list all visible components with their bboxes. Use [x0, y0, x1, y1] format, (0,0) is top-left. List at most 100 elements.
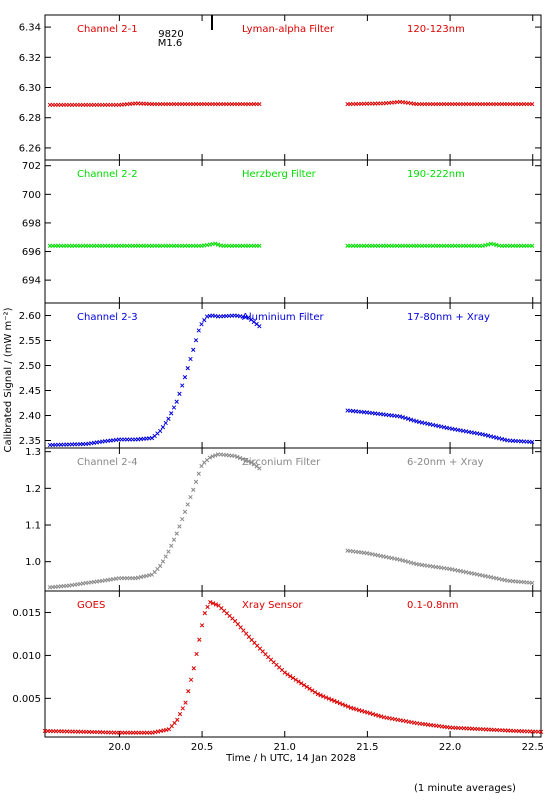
data-point: [290, 675, 296, 681]
data-point: [337, 701, 342, 706]
data-point: [232, 453, 237, 459]
data-point: [301, 682, 307, 688]
y-tick-label: 2.60: [19, 311, 41, 322]
y-tick-label: 0.015: [12, 608, 41, 619]
data-point: [257, 243, 262, 248]
data-point: [213, 602, 218, 607]
data-point: [185, 502, 190, 507]
panel-frame: [44, 159, 542, 304]
data-point: [257, 101, 262, 107]
data-point: [186, 689, 191, 694]
panel-filter-label: Aluminium Filter: [242, 312, 325, 323]
y-tick-label: 700: [22, 190, 41, 201]
data-point: [177, 391, 182, 396]
data-point: [315, 691, 320, 697]
data-series-segment: [47, 241, 262, 248]
data-point: [166, 416, 171, 421]
data-point: [208, 600, 213, 605]
y-tick-label: 6.34: [19, 23, 41, 34]
data-point: [188, 356, 193, 362]
data-point: [345, 704, 351, 709]
panel-band-label: 0.1-0.8nm: [407, 600, 459, 611]
data-series-segment: [345, 548, 535, 586]
data-point: [174, 399, 179, 404]
event-flare-class: M1.6: [158, 38, 183, 49]
data-point: [175, 717, 180, 722]
data-point: [191, 347, 196, 352]
y-tick-label: 696: [22, 247, 41, 258]
data-point: [248, 460, 254, 465]
data-point: [180, 383, 185, 388]
data-point: [182, 375, 188, 380]
data-point: [312, 690, 318, 695]
data-point: [318, 693, 323, 698]
data-point: [169, 543, 174, 548]
y-tick-label: 1.0: [25, 557, 41, 568]
data-point: [293, 677, 298, 682]
data-point: [180, 706, 185, 711]
panel-4: 1.0 1.1 1.2 1.3 Channel 2-4 Zirconium Filter 6…: [25, 447, 542, 592]
data-point: [205, 604, 210, 610]
x-tick-label: 22.5: [522, 742, 544, 753]
panel-1: 6.26 6.28 6.30 6.32 6.34 Channel 2-1 Lyman-alp…: [19, 14, 542, 161]
data-point: [171, 537, 177, 542]
panel-channel-label: GOES: [77, 600, 105, 611]
data-point: [237, 455, 243, 461]
panel-frame: [44, 302, 542, 449]
data-point: [160, 559, 166, 564]
y-tick-label: 1.3: [25, 447, 41, 458]
panel-band-label: 17-80nm + Xray: [407, 312, 490, 323]
data-point: [257, 466, 262, 471]
data-point: [183, 700, 188, 705]
data-point: [323, 695, 329, 700]
data-point: [202, 317, 207, 323]
data-point: [307, 686, 312, 691]
data-point: [246, 459, 251, 464]
panel-band-label: 190-222nm: [407, 169, 465, 180]
data-series-segment: [47, 101, 262, 108]
data-point: [251, 462, 257, 467]
data-point: [166, 549, 171, 554]
data-point: [254, 464, 259, 469]
panels: 6.26 6.28 6.30 6.32 6.34 Channel 2-1 Lyman-alp…: [12, 14, 544, 753]
y-tick-label: 2.40: [19, 411, 41, 422]
data-point: [530, 101, 535, 107]
y-tick-label: 0.010: [12, 651, 41, 662]
data-point: [197, 637, 202, 642]
data-point: [343, 703, 348, 708]
y-tick-label: 694: [22, 276, 41, 287]
panel-frame: [44, 447, 542, 592]
data-point: [158, 563, 163, 569]
y-tick-label: 6.26: [19, 143, 41, 154]
y-tick-label: 1.2: [25, 484, 41, 495]
panel-2: 694 696 698 700 702 Channel 2-2 Herzberg Filte…: [22, 159, 542, 304]
data-point: [243, 458, 248, 463]
data-point: [163, 420, 168, 426]
data-point: [530, 243, 535, 248]
y-tick-label: 1.1: [25, 521, 41, 532]
data-point: [296, 679, 301, 684]
data-point: [180, 516, 185, 522]
averaging-note: (1 minute averages): [414, 783, 516, 794]
data-point: [240, 456, 246, 462]
panel-frame: [44, 590, 542, 738]
data-point: [304, 684, 309, 690]
panel-filter-label: Xray Sensor: [242, 600, 303, 611]
x-axis-title: Time / h UTC, 14 Jan 2028: [225, 753, 356, 764]
panel-filter-label: Herzberg Filter: [242, 169, 317, 180]
panel-frame: [44, 14, 542, 161]
data-point: [538, 729, 544, 735]
data-point: [199, 322, 204, 327]
panel-3: 2.35 2.40 2.45 2.50 2.55 2.60 Channel 2-3 Alumi…: [19, 302, 542, 449]
data-point: [235, 454, 240, 460]
panel-channel-label: Channel 2-1: [77, 24, 138, 35]
event-region-number: 9820: [158, 29, 183, 40]
data-point: [174, 531, 179, 536]
y-tick-label: 0.005: [12, 694, 41, 705]
panel-filter-label: Lyman-alpha Filter: [242, 24, 335, 35]
data-series-segment: [47, 313, 262, 448]
data-point: [188, 677, 194, 682]
x-tick-label: 20.0: [108, 742, 130, 753]
panel-channel-label: Channel 2-2: [77, 169, 138, 180]
y-tick-label: 2.50: [19, 361, 41, 372]
